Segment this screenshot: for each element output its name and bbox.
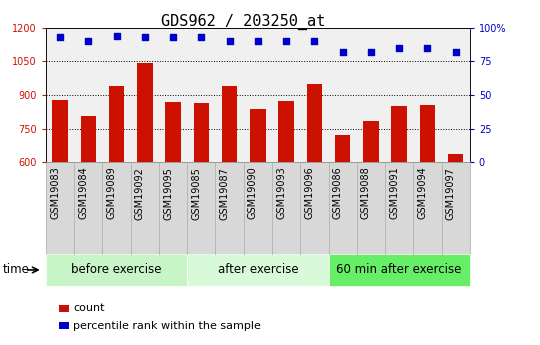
- Point: [140, 34, 149, 40]
- Text: GSM19089: GSM19089: [106, 167, 117, 219]
- Bar: [109, 86, 124, 297]
- Point: [197, 34, 206, 40]
- Point: [310, 38, 319, 44]
- Text: GSM19096: GSM19096: [305, 167, 314, 219]
- Bar: [80, 116, 96, 297]
- Point: [112, 33, 121, 38]
- Bar: [363, 121, 379, 297]
- Text: GSM19087: GSM19087: [220, 167, 229, 220]
- Point: [84, 38, 93, 44]
- Text: GSM19084: GSM19084: [78, 167, 89, 219]
- Point: [225, 38, 234, 44]
- Text: count: count: [73, 304, 105, 313]
- Bar: [392, 106, 407, 297]
- Point: [254, 38, 262, 44]
- Bar: [222, 86, 238, 297]
- Point: [367, 49, 375, 55]
- Point: [451, 49, 460, 55]
- Text: 60 min after exercise: 60 min after exercise: [336, 264, 462, 276]
- Bar: [448, 154, 463, 297]
- Bar: [52, 100, 68, 297]
- Bar: [250, 109, 266, 297]
- Point: [56, 34, 64, 40]
- Text: GSM19088: GSM19088: [361, 167, 371, 219]
- Bar: [335, 135, 350, 297]
- Point: [282, 38, 291, 44]
- Bar: [420, 105, 435, 297]
- Point: [395, 45, 403, 50]
- Text: GSM19090: GSM19090: [248, 167, 258, 219]
- Text: time: time: [3, 264, 30, 276]
- Bar: [307, 84, 322, 297]
- Text: GSM19092: GSM19092: [135, 167, 145, 220]
- Point: [423, 45, 432, 50]
- Text: GSM19086: GSM19086: [333, 167, 343, 219]
- Text: GSM19085: GSM19085: [191, 167, 201, 220]
- Point: [169, 34, 178, 40]
- Text: before exercise: before exercise: [71, 264, 162, 276]
- Text: percentile rank within the sample: percentile rank within the sample: [73, 321, 261, 331]
- Text: GSM19094: GSM19094: [417, 167, 428, 219]
- Bar: [278, 101, 294, 297]
- Text: GSM19083: GSM19083: [50, 167, 60, 219]
- Text: GSM19091: GSM19091: [389, 167, 399, 219]
- Bar: [193, 104, 209, 297]
- Text: GSM19093: GSM19093: [276, 167, 286, 219]
- Text: after exercise: after exercise: [218, 264, 298, 276]
- Text: GDS962 / 203250_at: GDS962 / 203250_at: [161, 14, 325, 30]
- Text: GSM19095: GSM19095: [163, 167, 173, 220]
- Bar: [137, 63, 153, 297]
- Point: [339, 49, 347, 55]
- Text: GSM19097: GSM19097: [446, 167, 456, 220]
- Bar: [165, 101, 181, 297]
